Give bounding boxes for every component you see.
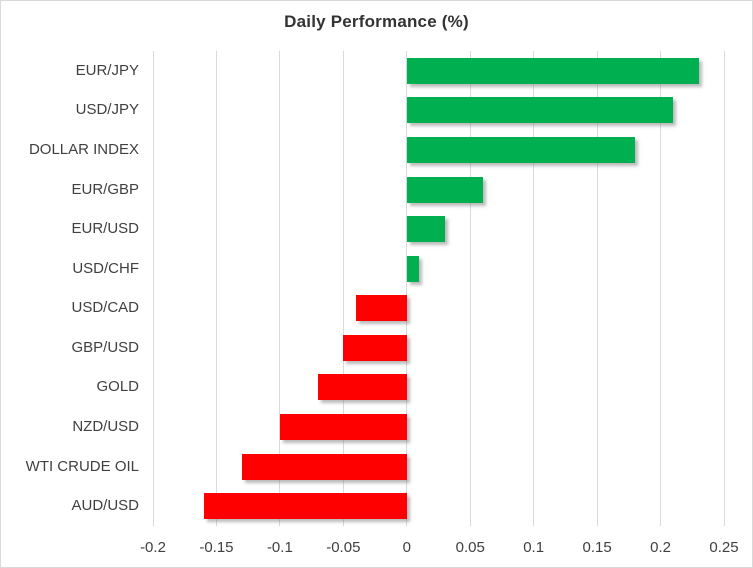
- bar-wti-crude-oil: [241, 453, 407, 480]
- x-tick-label: 0.2: [650, 539, 671, 556]
- plot-area: [152, 51, 725, 526]
- bar-eur-jpy: [406, 57, 699, 84]
- category-label: NZD/USD: [72, 418, 139, 436]
- x-tick-label: 0: [402, 539, 411, 556]
- bar-gold: [317, 374, 407, 401]
- bar-gbp-usd: [343, 334, 407, 361]
- x-tick-label: -0.05: [326, 539, 361, 556]
- bar-eur-gbp: [406, 176, 483, 203]
- category-label: EUR/USD: [71, 220, 139, 238]
- x-tick-label: -0.1: [266, 539, 293, 556]
- category-label: DOLLAR INDEX: [28, 140, 139, 158]
- gridline: [596, 51, 598, 526]
- bar-usd-jpy: [406, 97, 674, 124]
- x-tick-label: 0.05: [455, 539, 485, 556]
- bar-aud-usd: [203, 493, 407, 520]
- x-tick-label: 0.1: [523, 539, 545, 556]
- gridline: [279, 51, 281, 526]
- gridline: [660, 51, 662, 526]
- x-tick-label: 0.25: [709, 539, 739, 556]
- bar-nzd-usd: [279, 414, 407, 441]
- category-label: GBP/USD: [71, 338, 139, 356]
- bar-usd-chf: [406, 255, 420, 282]
- category-label: USD/CAD: [71, 299, 139, 317]
- gridline: [152, 51, 154, 526]
- gridline: [342, 51, 344, 526]
- category-label: EUR/GBP: [71, 180, 139, 198]
- category-label: WTI CRUDE OIL: [25, 457, 139, 475]
- category-label: USD/CHF: [72, 259, 139, 277]
- gridline: [533, 51, 535, 526]
- gridline: [406, 51, 408, 526]
- gridline: [469, 51, 471, 526]
- bar-dollar-index: [406, 136, 636, 163]
- gridline: [215, 51, 217, 526]
- bar-eur-usd: [406, 216, 445, 243]
- category-label: AUD/USD: [71, 497, 139, 515]
- gridline: [723, 51, 725, 526]
- bar-usd-cad: [356, 295, 407, 322]
- x-tick-label: 0.15: [582, 539, 612, 556]
- chart-title: Daily Performance (%): [284, 12, 469, 31]
- x-tick-label: -0.2: [140, 539, 166, 556]
- category-label: EUR/JPY: [75, 61, 139, 79]
- category-label: GOLD: [96, 378, 139, 396]
- x-tick-label: -0.15: [199, 539, 234, 556]
- category-label: USD/JPY: [75, 101, 139, 119]
